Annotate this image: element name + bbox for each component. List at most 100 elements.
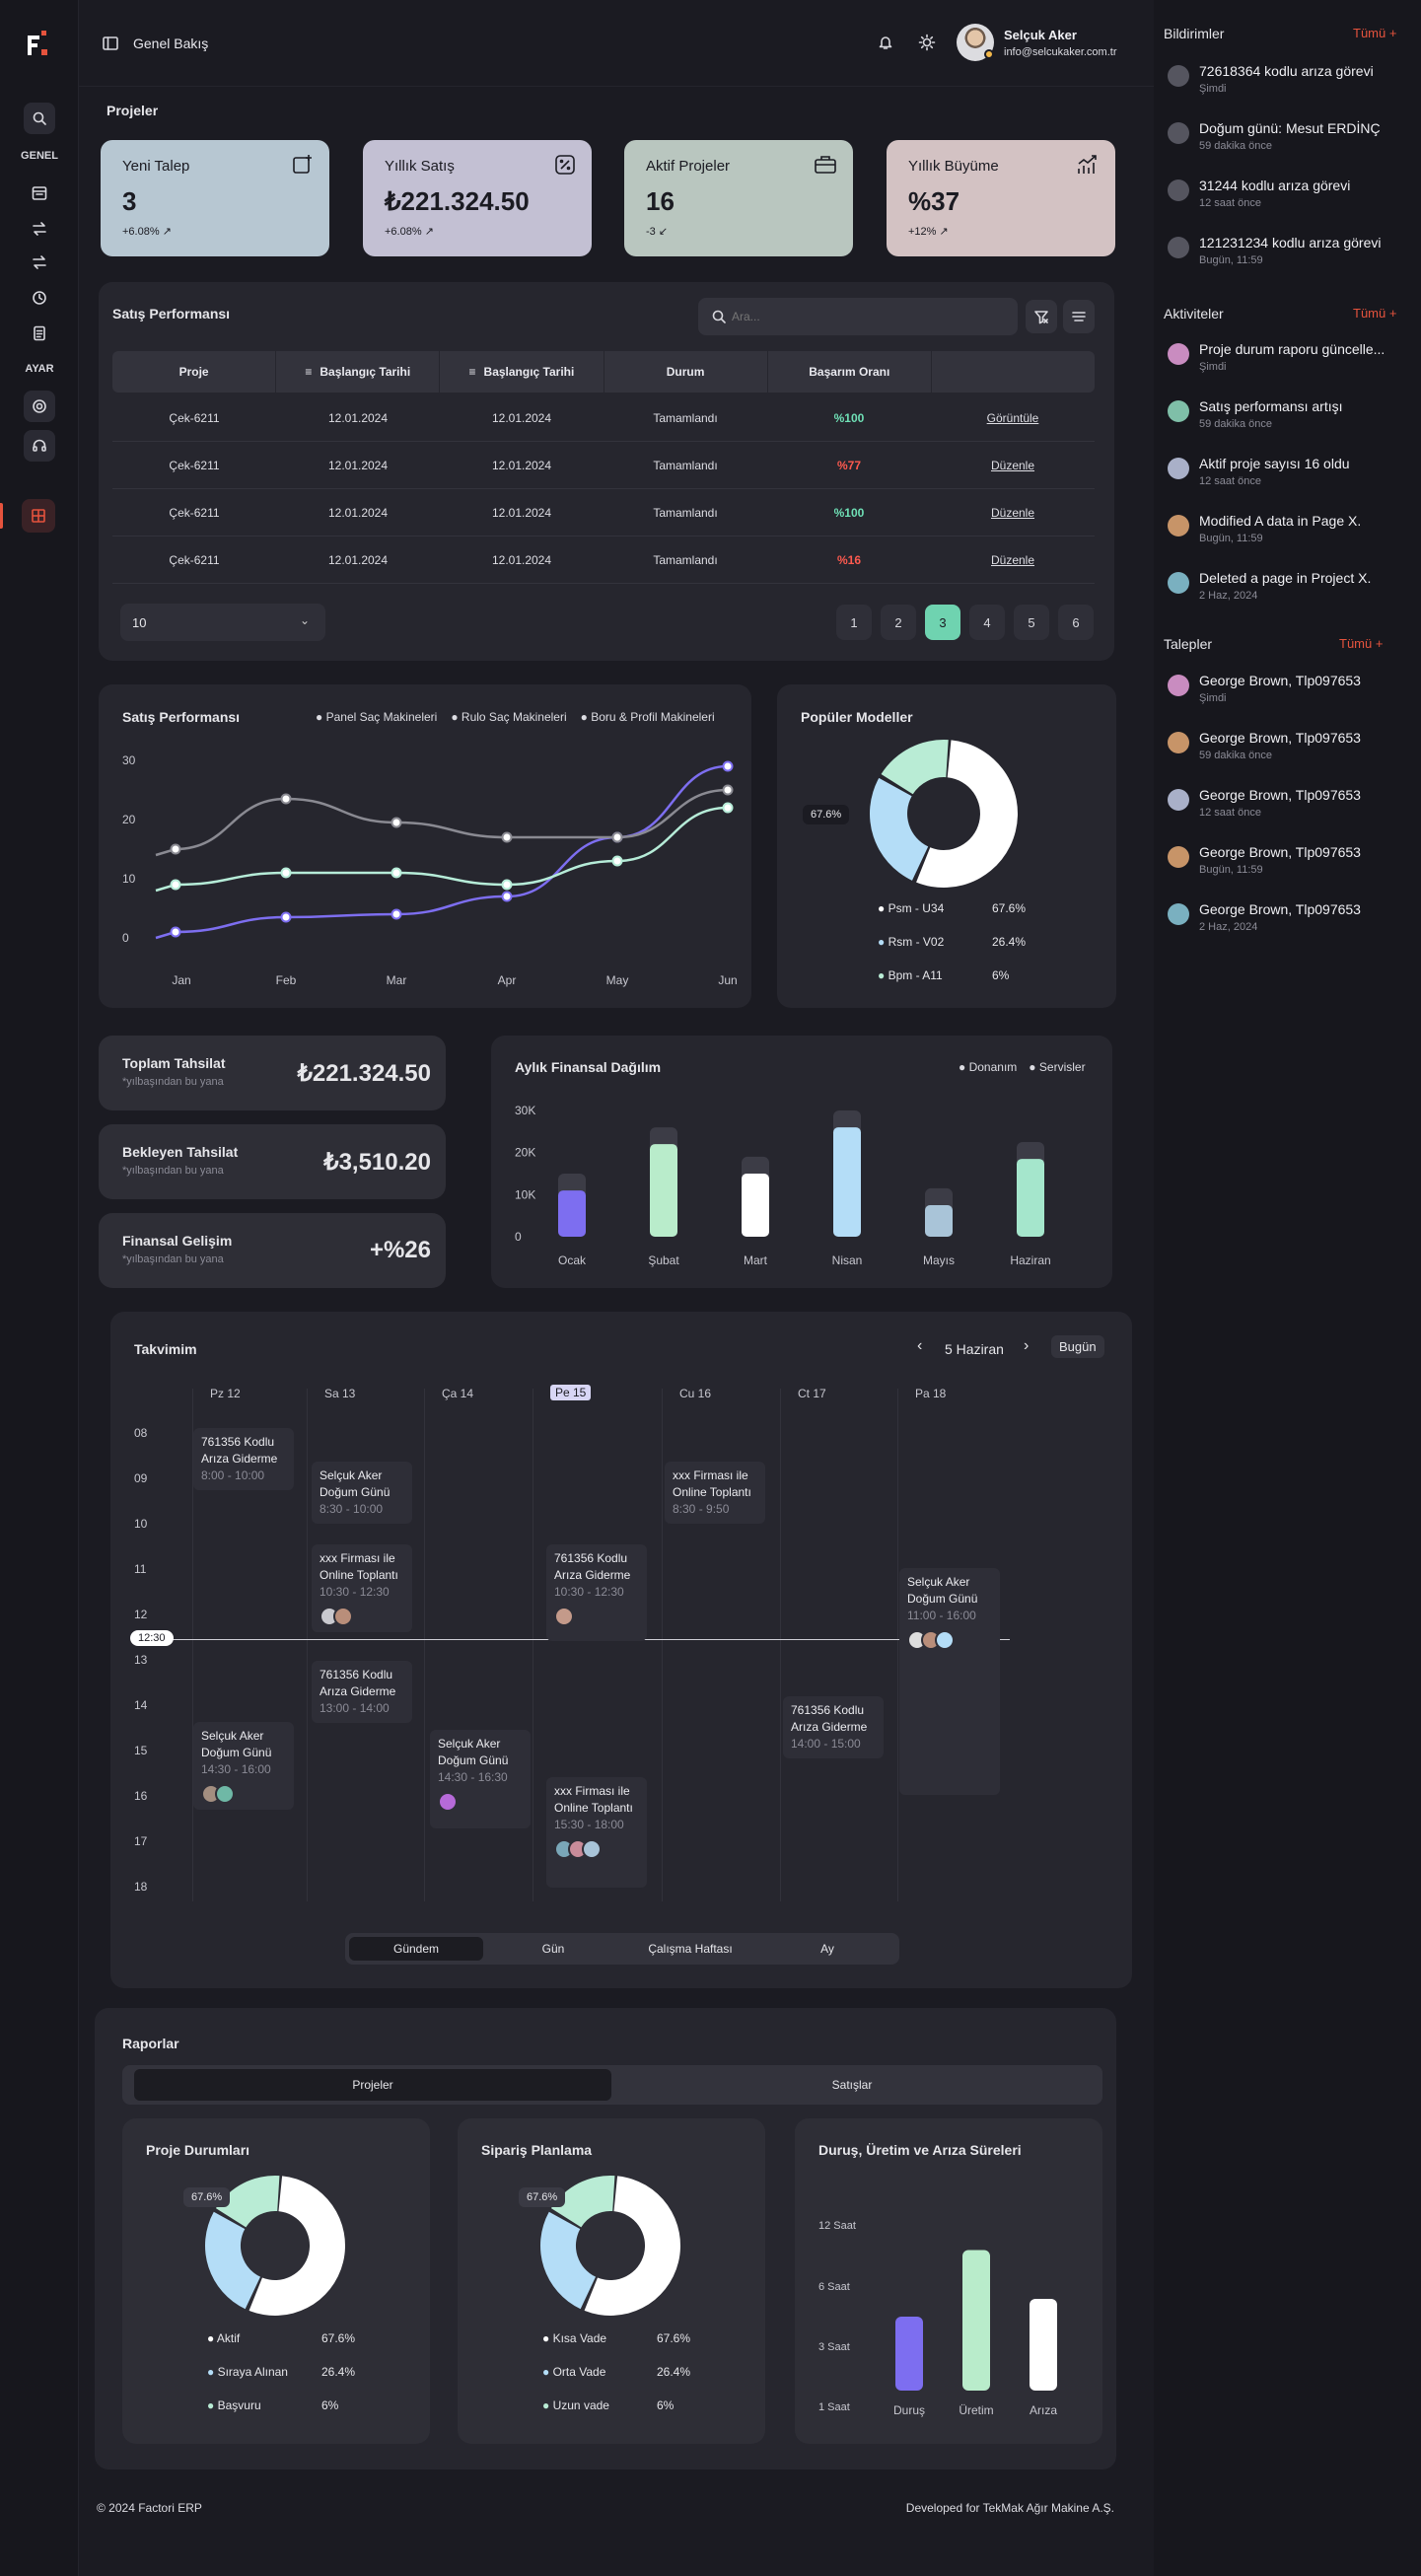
donut-slice[interactable] <box>249 2176 345 2316</box>
calendar-event[interactable]: Selçuk Aker Doğum Günü 11:00 - 16:00 <box>899 1568 1000 1795</box>
requests-item[interactable]: George Brown, Tlp097653 59 dakika önce <box>1168 730 1414 769</box>
bar[interactable] <box>833 1127 861 1237</box>
requests-item[interactable]: George Brown, Tlp097653 12 saat önce <box>1168 787 1414 826</box>
requests-item[interactable]: George Brown, Tlp097653 Bugün, 11:59 <box>1168 844 1414 884</box>
theme-sun-icon[interactable] <box>917 33 937 52</box>
calendar-event[interactable]: 761356 Kodlu Arıza Giderme 13:00 - 14:00 <box>312 1661 412 1723</box>
donut-slice[interactable] <box>540 2211 597 2310</box>
col-header-oran[interactable]: Başarım Oranı <box>768 351 932 393</box>
calendar-event[interactable]: 761356 Kodlu Arıza Giderme 14:00 - 15:00 <box>783 1696 884 1758</box>
requests-item[interactable]: George Brown, Tlp097653 2 Haz, 2024 <box>1168 901 1414 941</box>
activities-item[interactable]: Satış performansı artışı 59 dakika önce <box>1168 398 1414 438</box>
bell-icon[interactable] <box>876 33 895 52</box>
bar[interactable] <box>1030 2299 1057 2391</box>
calendar-event[interactable]: xxx Firması ile Online Toplantı 8:30 - 9… <box>665 1462 765 1524</box>
page-size-select[interactable]: 10 ⌄ <box>120 604 325 641</box>
dashboard-icon[interactable] <box>28 181 51 205</box>
stat-card-annual-growth[interactable]: Yıllık Büyüme %37 +12% ↗ <box>887 140 1115 256</box>
page-button[interactable]: 3 <box>925 605 960 640</box>
col-header-start-date[interactable]: ≡ Başlangıç Tarihi <box>276 351 441 393</box>
tab-satislar[interactable]: Satışlar <box>831 2078 873 2092</box>
day-header[interactable]: Pa 18 <box>915 1387 947 1400</box>
calendar-event[interactable]: Selçuk Aker Doğum Günü 8:30 - 10:00 <box>312 1462 412 1524</box>
stat-card-annual-sales[interactable]: Yıllık Satış ₺221.324.50 +6.08% ↗ <box>363 140 592 256</box>
row-action-link[interactable]: Düzenle <box>990 505 1035 520</box>
calendar-event[interactable]: Selçuk Aker Doğum Günü 14:30 - 16:00 <box>193 1722 294 1810</box>
app-logo[interactable] <box>26 28 53 59</box>
row-action-link[interactable]: Düzenle <box>990 552 1035 567</box>
calendar-event[interactable]: 761356 Kodlu Arıza Giderme 8:00 - 10:00 <box>193 1428 294 1490</box>
day-header[interactable]: Pz 12 <box>210 1387 241 1400</box>
sidebar-toggle-icon[interactable] <box>101 34 120 53</box>
day-header[interactable]: Ça 14 <box>442 1387 474 1400</box>
notifications-item[interactable]: 72618364 kodlu arıza görevi Şimdi <box>1168 63 1414 103</box>
donut-slice[interactable] <box>881 740 949 795</box>
prev-week-icon[interactable]: ‹ <box>917 1337 923 1354</box>
page-button[interactable]: 2 <box>881 605 916 640</box>
today-button[interactable]: Bugün <box>1051 1335 1104 1358</box>
calendar-event[interactable]: xxx Firması ile Online Toplantı 15:30 - … <box>546 1777 647 1888</box>
notifications-item[interactable]: 31244 kodlu arıza görevi 12 saat önce <box>1168 178 1414 217</box>
donut-slice[interactable] <box>205 2211 261 2310</box>
transfer-icon[interactable] <box>28 217 51 241</box>
bar[interactable] <box>742 1174 769 1237</box>
col-header-start-date-2[interactable]: ≡ Başlangıç Tarihi <box>440 351 604 393</box>
view-tab[interactable]: Gün <box>541 1942 565 1956</box>
donut-slice[interactable] <box>550 2176 615 2228</box>
exchange-icon[interactable] <box>28 250 51 274</box>
row-action-link[interactable]: Düzenle <box>990 458 1035 472</box>
page-button[interactable]: 6 <box>1058 605 1094 640</box>
day-header[interactable]: Pe 15 <box>550 1385 592 1400</box>
requests-item[interactable]: George Brown, Tlp097653 Şimdi <box>1168 673 1414 712</box>
day-header[interactable]: Ct 17 <box>798 1387 826 1400</box>
search-icon[interactable] <box>24 103 55 134</box>
col-header-durum[interactable]: Durum <box>604 351 768 393</box>
document-icon[interactable] <box>28 322 51 345</box>
finance-card-pending[interactable] <box>99 1124 446 1199</box>
activities-all-link[interactable]: Tümü + <box>1353 306 1397 321</box>
requests-all-link[interactable]: Tümü + <box>1339 636 1384 651</box>
activities-item[interactable]: Deleted a page in Project X. 2 Haz, 2024 <box>1168 570 1414 609</box>
support-headset-icon[interactable] <box>24 430 55 462</box>
bar[interactable] <box>895 2317 923 2391</box>
bar[interactable] <box>962 2250 990 2392</box>
bar[interactable] <box>650 1144 677 1237</box>
col-header-proje[interactable]: Proje <box>112 351 277 393</box>
day-header[interactable]: Cu 16 <box>679 1387 712 1400</box>
bar[interactable] <box>558 1190 586 1237</box>
activities-item[interactable]: Aktif proje sayısı 16 oldu 12 saat önce <box>1168 456 1414 495</box>
donut-slice[interactable] <box>215 2176 280 2228</box>
notifications-all-link[interactable]: Tümü + <box>1353 26 1397 40</box>
grid-icon[interactable] <box>22 499 55 533</box>
finance-card-total[interactable] <box>99 1036 446 1110</box>
stat-card-active-projects[interactable]: Aktif Projeler 16 -3 ↙ <box>624 140 853 256</box>
view-tab[interactable]: Çalışma Haftası <box>648 1942 733 1956</box>
calendar-event[interactable]: 761356 Kodlu Arıza Giderme 10:30 - 12:30 <box>546 1544 647 1641</box>
day-header[interactable]: Sa 13 <box>324 1387 356 1400</box>
calendar-event[interactable]: xxx Firması ile Online Toplantı 10:30 - … <box>312 1544 412 1632</box>
history-icon[interactable] <box>28 286 51 310</box>
finance-card-growth[interactable] <box>99 1213 446 1288</box>
donut-slice[interactable] <box>870 777 929 881</box>
calendar-event[interactable]: Selçuk Aker Doğum Günü 14:30 - 16:30 <box>430 1730 531 1828</box>
tab-projeler[interactable]: Projeler <box>134 2069 611 2101</box>
bar[interactable] <box>1017 1159 1044 1237</box>
donut-slice[interactable] <box>916 740 1018 888</box>
notifications-item[interactable]: 121231234 kodlu arıza görevi Bugün, 11:5… <box>1168 235 1414 274</box>
stat-card-new-request[interactable]: Yeni Talep 3 +6.08% ↗ <box>101 140 329 256</box>
page-button[interactable]: 1 <box>836 605 872 640</box>
view-tab[interactable]: Ay <box>820 1942 834 1956</box>
filter-clear-icon[interactable] <box>1026 300 1057 333</box>
search-input[interactable] <box>732 304 1008 329</box>
menu-icon[interactable] <box>1063 300 1095 333</box>
page-button[interactable]: 5 <box>1014 605 1049 640</box>
page-button[interactable]: 4 <box>969 605 1005 640</box>
activities-item[interactable]: Modified A data in Page X. Bugün, 11:59 <box>1168 513 1414 552</box>
bar[interactable] <box>925 1205 953 1237</box>
donut-slice[interactable] <box>584 2176 680 2316</box>
notifications-item[interactable]: Doğum günü: Mesut ERDİNÇ 59 dakika önce <box>1168 120 1414 160</box>
activities-item[interactable]: Proje durum raporu güncelle... Şimdi <box>1168 341 1414 381</box>
settings-icon[interactable] <box>24 391 55 422</box>
view-tab[interactable]: Gündem <box>349 1937 483 1961</box>
row-action-link[interactable]: Görüntüle <box>986 410 1039 425</box>
